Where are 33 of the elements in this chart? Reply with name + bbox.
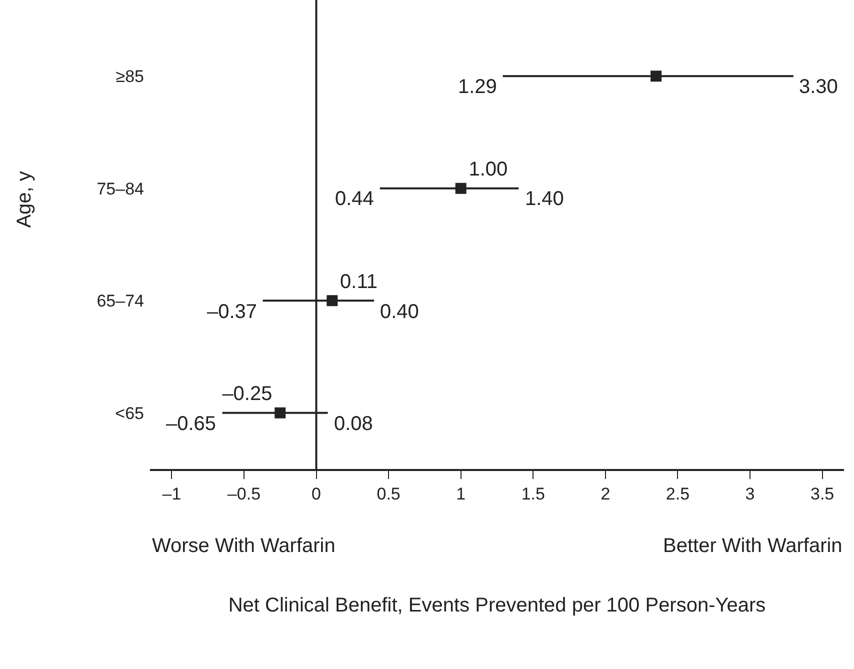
x-tick-label: 0 (312, 484, 322, 504)
annotation: 0.08 (334, 413, 373, 435)
x-tick-label: 3.5 (810, 484, 834, 504)
x-tick-label: –0.5 (227, 484, 261, 504)
x-tick-label: 1.5 (521, 484, 545, 504)
point (326, 295, 338, 306)
point (274, 407, 286, 418)
annotation: 1.29 (458, 76, 497, 98)
x-tick-label: 3 (745, 484, 755, 504)
y-tick-label: 65–74 (96, 292, 144, 311)
annotation: –0.37 (207, 301, 258, 323)
point (650, 70, 662, 82)
text: Better With Warfarin (663, 535, 842, 557)
y-tick-label: ≥85 (116, 67, 144, 86)
x-tick-label: 2.5 (666, 484, 690, 504)
x-axis-title: Net Clinical Benefit, Events Prevented per 100 Person-Years (228, 594, 766, 616)
annotation: 0.44 (335, 188, 374, 210)
text: Worse With Warfarin (152, 535, 336, 557)
point (455, 182, 466, 194)
data-label: 0.11 (340, 270, 378, 293)
x-tick-label: 2 (600, 484, 610, 504)
data-label: –0.25 (222, 383, 272, 406)
annotation: 0.40 (380, 301, 419, 323)
data-label: 1.00 (468, 158, 508, 181)
annotation: 3.30 (799, 76, 838, 98)
y-tick-label: <65 (115, 404, 144, 423)
x-tick-label: 0.5 (376, 484, 400, 504)
y-axis-title: Age, y (14, 171, 36, 228)
y-tick-label: 75–84 (96, 179, 144, 198)
x-tick-label: 1 (456, 484, 466, 504)
annotation: –0.65 (166, 413, 216, 435)
x-tick-label: –1 (162, 484, 182, 504)
annotation: 1.40 (525, 188, 564, 210)
